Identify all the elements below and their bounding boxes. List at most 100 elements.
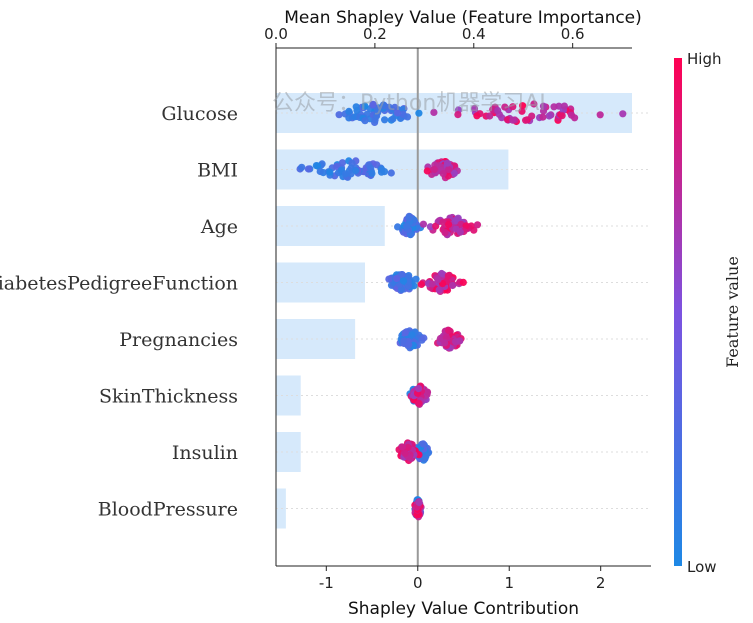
shap-dot xyxy=(560,102,569,110)
bottom-tick-label: 2 xyxy=(596,574,606,592)
shap-dot xyxy=(486,112,494,120)
shap-dot xyxy=(445,220,453,228)
shap-dot xyxy=(509,103,517,111)
feature-label: SkinThickness xyxy=(99,386,238,408)
shap-dot xyxy=(439,170,447,178)
shap-dot xyxy=(341,170,350,178)
shap-dot xyxy=(393,274,401,283)
top-tick-label: 0.6 xyxy=(561,25,585,43)
shap-dot xyxy=(412,275,420,283)
feature-label: Insulin xyxy=(172,442,238,464)
feature-label: Pregnancies xyxy=(119,329,238,351)
shap-dot xyxy=(530,100,538,108)
shap-dot xyxy=(442,333,450,341)
shap-dot xyxy=(394,223,402,231)
shap-dot xyxy=(385,103,393,111)
shap-dot xyxy=(373,112,381,120)
shap-dot xyxy=(443,159,451,167)
shap-dot xyxy=(539,113,547,121)
top-tick-label: 0.4 xyxy=(462,25,486,43)
shap-dot xyxy=(403,113,412,121)
bottom-tick-label: 1 xyxy=(504,574,514,592)
shap-dot xyxy=(473,112,481,120)
shap-dot xyxy=(405,214,413,222)
shap-dot xyxy=(326,168,334,176)
shap-dot xyxy=(361,102,369,110)
shap-dot xyxy=(449,281,457,290)
shap-dot xyxy=(421,455,429,463)
shap-dot xyxy=(503,116,512,124)
shap-dot xyxy=(415,498,423,507)
watermark: 公众号：Python机器学习AI xyxy=(272,91,546,116)
shap-dot xyxy=(389,115,397,123)
axes: -1 0 1 2 Shapley Value Contribution 0.0 0.2 0.4… xyxy=(264,8,651,619)
shap-dot xyxy=(361,117,369,125)
shap-dot xyxy=(509,116,517,124)
shap-dot xyxy=(398,443,406,451)
shap-dot xyxy=(430,108,438,116)
shap-dot xyxy=(401,329,409,337)
shap-dot xyxy=(393,109,402,117)
shap-dot xyxy=(501,103,509,111)
shap-dot xyxy=(470,104,479,113)
shap-dot xyxy=(420,334,428,342)
shap-dot xyxy=(377,165,386,173)
shap-dot xyxy=(558,112,566,120)
importance-bar xyxy=(276,488,286,529)
shap-dot xyxy=(401,449,409,457)
shap-dot xyxy=(369,100,377,108)
shap-dot xyxy=(399,277,408,285)
shap-dot xyxy=(545,112,553,120)
shap-dot xyxy=(528,112,536,120)
feature-label: DiabetesPedigreeFunction xyxy=(0,273,238,295)
shap-dot xyxy=(419,220,427,228)
shap-dot xyxy=(454,111,462,119)
shap-dot xyxy=(518,107,526,115)
shap-dot xyxy=(298,163,306,171)
shap-dot xyxy=(619,110,627,118)
colorbar-gradient xyxy=(674,58,682,566)
shap-dot xyxy=(441,339,449,347)
colorbar-title: Feature value xyxy=(723,256,742,368)
shap-dot xyxy=(435,286,443,294)
shap-dot xyxy=(385,275,393,283)
shap-dot xyxy=(335,111,343,119)
shap-dots xyxy=(296,100,627,521)
shap-dot xyxy=(352,166,360,175)
bottom-tick-label: -1 xyxy=(319,574,334,592)
shap-dot xyxy=(381,116,389,124)
shap-dot xyxy=(444,272,452,280)
shap-dot xyxy=(314,162,322,170)
shap-dot xyxy=(494,106,502,115)
feature-label: BMI xyxy=(197,160,238,182)
shap-dot xyxy=(426,223,434,231)
colorbar-high-label: High xyxy=(687,50,721,68)
importance-bars xyxy=(276,93,632,529)
shap-dot xyxy=(522,116,530,124)
shap-dot xyxy=(450,169,458,178)
shap-dot xyxy=(423,167,431,175)
shap-dot xyxy=(415,385,423,393)
shap-dot xyxy=(456,337,464,345)
bottom-axis-label: Shapley Value Contribution xyxy=(348,599,579,619)
shap-dot xyxy=(405,341,413,349)
shap-dot xyxy=(445,326,453,334)
shap-dot xyxy=(387,169,395,177)
shap-dot xyxy=(345,107,353,115)
shap-dot xyxy=(398,271,406,279)
shap-dot xyxy=(459,278,467,286)
shap-dot xyxy=(415,399,423,407)
shap-dot xyxy=(539,102,548,110)
shap-dot xyxy=(428,280,436,288)
bottom-tick-label: 0 xyxy=(413,574,423,592)
shap-dot xyxy=(368,169,376,178)
shap-dot xyxy=(352,103,360,111)
shap-dot xyxy=(596,111,604,119)
shap-dot xyxy=(441,229,449,237)
shap-dot xyxy=(338,159,347,167)
shap-dot xyxy=(430,165,438,174)
shap-dot xyxy=(404,443,412,452)
shap-dot xyxy=(452,225,460,233)
shap-dot xyxy=(316,167,324,176)
